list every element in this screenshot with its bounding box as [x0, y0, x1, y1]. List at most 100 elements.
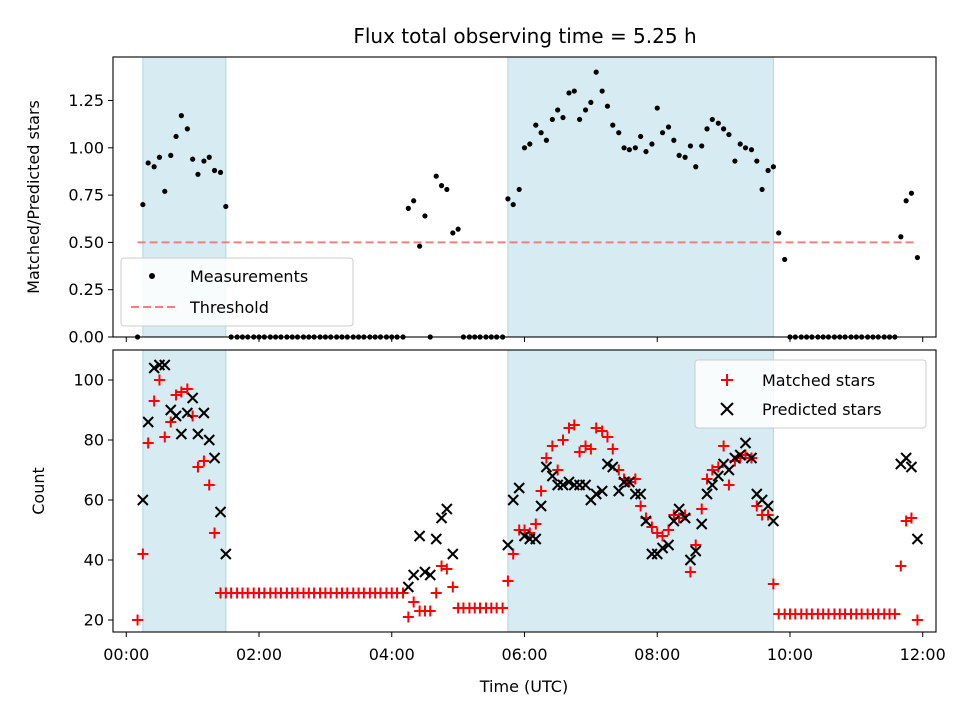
marker-stroke — [513, 482, 525, 494]
measurement-point — [411, 198, 417, 204]
matched-star-point — [535, 485, 547, 497]
matched-star-point — [684, 566, 696, 578]
predicted-star-point — [137, 494, 149, 506]
predicted-star-point — [192, 428, 204, 440]
predicted-star-point — [679, 512, 691, 524]
marker-stroke — [739, 437, 752, 449]
predicted-star-point — [142, 416, 154, 428]
matched-star-point — [165, 416, 177, 428]
marker-stroke — [208, 452, 221, 464]
measurement-point — [195, 171, 201, 177]
matched-star-point — [889, 608, 901, 620]
predicted-star-point — [159, 359, 171, 371]
marker-stroke — [751, 488, 763, 500]
predicted-star-point — [402, 581, 415, 593]
measurement-point — [145, 160, 151, 166]
marker-stroke — [170, 410, 182, 422]
measurement-point — [715, 120, 721, 126]
matched-star-point — [540, 452, 552, 464]
measurement-point — [754, 158, 760, 164]
marker-stroke — [613, 485, 625, 497]
measurement-point — [444, 186, 450, 193]
y-tick-label: 1.25 — [68, 91, 104, 110]
legend-measurements-label: Measurements — [190, 267, 308, 286]
measurement-point — [604, 103, 611, 109]
measurement-point — [438, 183, 445, 189]
predicted-star-point — [596, 485, 608, 497]
measurement-point — [405, 205, 411, 211]
predicted-star-point — [214, 506, 227, 518]
marker-stroke — [424, 569, 436, 581]
marker-stroke — [623, 476, 636, 488]
marker-stroke — [507, 494, 519, 506]
marker-stroke — [911, 533, 924, 545]
marker-stroke — [717, 458, 730, 470]
measurement-point — [765, 167, 771, 174]
marker-stroke — [540, 461, 553, 473]
matched-star-point — [397, 587, 409, 599]
measurement-point — [782, 256, 788, 263]
measurement-point — [687, 143, 694, 149]
measurement-point — [732, 158, 738, 164]
marker-stroke — [762, 500, 774, 512]
measurement-point — [560, 114, 566, 121]
matched-star-point — [895, 560, 907, 572]
matched-star-point — [911, 614, 923, 626]
matched-star-point — [701, 473, 713, 485]
x-tick-label: 04:00 — [369, 645, 415, 664]
measurement-point — [201, 158, 207, 164]
predicted-star-point — [668, 515, 680, 527]
measurement-point — [576, 116, 583, 123]
measurement-point — [649, 141, 655, 147]
predicted-star-point — [729, 452, 741, 464]
measurement-points — [134, 69, 921, 340]
measurement-point — [433, 173, 439, 179]
measurement-point — [217, 169, 224, 176]
measurement-point — [914, 254, 921, 261]
predicted-star-point — [767, 515, 780, 527]
marker-stroke — [563, 476, 575, 488]
measurement-point — [533, 122, 539, 128]
measurement-point — [555, 107, 561, 113]
measurement-point — [654, 105, 660, 111]
measurement-point — [748, 147, 755, 153]
matched-star-point — [762, 509, 774, 521]
matched-star-point — [148, 395, 160, 407]
marker-stroke — [402, 581, 415, 593]
marker-stroke — [407, 569, 420, 581]
matched-star-point — [767, 578, 779, 590]
marker-stroke — [900, 452, 912, 464]
matched-star-point — [153, 374, 165, 386]
measurement-point — [682, 154, 688, 160]
measurement-point — [455, 226, 461, 232]
marker-stroke — [745, 452, 758, 464]
matched-star-point — [402, 611, 414, 623]
predicted-star-point — [601, 458, 614, 470]
measurement-point — [151, 164, 157, 170]
measurement-point — [643, 148, 649, 155]
top-y-axis-label: Matched/Predicted stars — [24, 100, 43, 294]
marker-stroke — [447, 548, 459, 560]
matched-star-point — [142, 437, 154, 449]
matched-star-point — [690, 539, 702, 551]
marker-stroke — [684, 554, 697, 566]
measurement-point — [510, 201, 516, 208]
marker-stroke — [419, 566, 431, 578]
matched-star-point — [657, 530, 669, 542]
predicted-star-point — [407, 569, 420, 581]
matched-star-point — [181, 383, 193, 395]
measurement-point — [903, 198, 909, 204]
top-shaded-intervals — [142, 56, 774, 338]
marker-stroke — [634, 488, 647, 500]
marker-stroke — [662, 539, 675, 551]
shaded-interval — [142, 349, 227, 633]
y-tick-label: 100 — [73, 371, 104, 390]
x-tick-label: 12:00 — [900, 645, 946, 664]
predicted-star-point — [435, 512, 448, 524]
y-tick-label: 20 — [84, 611, 104, 630]
measurement-point — [566, 90, 572, 96]
predicted-star-point — [198, 407, 210, 419]
matched-star-point — [607, 443, 619, 455]
marker-stroke — [186, 392, 199, 404]
predicted-star-point — [723, 464, 735, 476]
